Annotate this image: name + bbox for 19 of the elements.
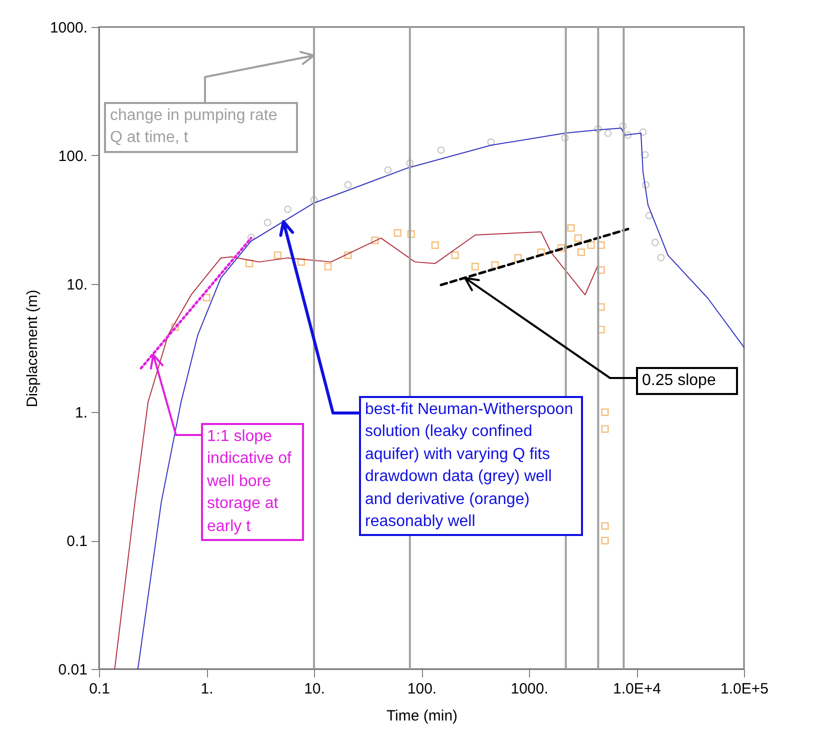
y-tick-label: 10. <box>66 276 88 294</box>
y-tick-label: 1. <box>74 404 88 422</box>
x-tick-label: 0.1 <box>89 680 110 698</box>
annotation: 1:1 slope indicative of well bore storage at early t <box>201 423 304 541</box>
y-tick-label: 0.01 <box>58 662 88 678</box>
x-tick-label: 1. <box>200 680 214 698</box>
y-tick-label: 0.1 <box>66 533 88 550</box>
x-tick-label: 100. <box>407 680 437 698</box>
x-tick-label: 1.0E+4 <box>613 680 661 698</box>
y-tick-label: 100. <box>58 148 88 165</box>
x-tick-label: 1000. <box>510 680 548 698</box>
x-tick-label: 1.0E+5 <box>720 680 768 698</box>
y-tick-label: 1000. <box>50 20 88 36</box>
annotation: change in pumping rate Q at time, t <box>104 102 298 153</box>
x-axis-title: Time (min) <box>386 708 458 724</box>
annotation: 0.25 slope <box>636 367 738 396</box>
x-tick-label: 10. <box>304 680 325 698</box>
y-axis-title: Displacement (m) <box>24 290 41 408</box>
annotation: best-fit Neuman-Witherspoon solution (leaky confined aquifer) with varying Q fits drawdown data (grey) well and derivative (orange) reasonably well <box>359 396 583 536</box>
